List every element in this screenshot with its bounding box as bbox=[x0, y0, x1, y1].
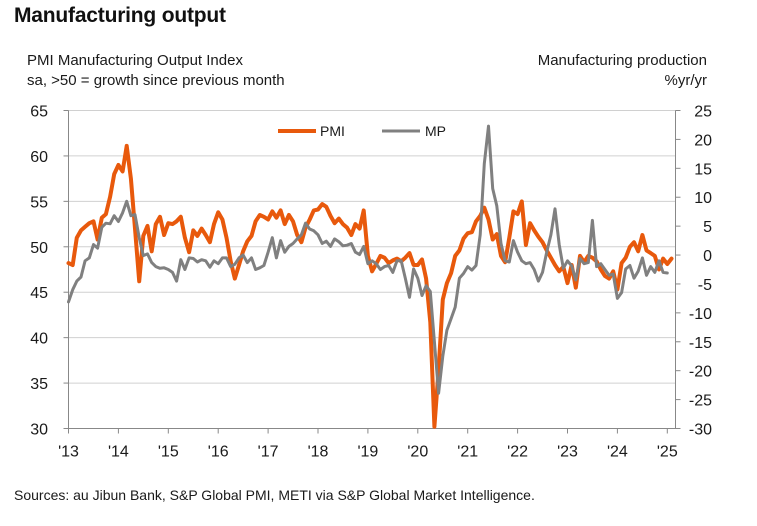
left-axis-title: PMI Manufacturing Output Index sa, >50 =… bbox=[27, 51, 285, 91]
left-tick-label: 40 bbox=[30, 331, 48, 348]
left-tick-label: 50 bbox=[30, 240, 48, 257]
left-axis-title-line2: sa, >50 = growth since previous month bbox=[27, 72, 285, 89]
right-tick-label: 0 bbox=[703, 248, 712, 265]
right-tick-label: 20 bbox=[694, 132, 712, 149]
left-axis-ticks: 65 60 55 50 45 40 35 30 bbox=[30, 104, 69, 439]
right-tick-label: -5 bbox=[698, 277, 712, 294]
axes bbox=[68, 110, 676, 429]
source-note: Sources: au Jibun Bank, S&P Global PMI, … bbox=[14, 487, 535, 503]
right-tick-label: 15 bbox=[694, 161, 712, 178]
x-tick-label: '20 bbox=[407, 444, 428, 461]
left-axis-title-line1: PMI Manufacturing Output Index bbox=[27, 52, 243, 69]
x-tick-label: '22 bbox=[507, 444, 528, 461]
series-line-pmi bbox=[66, 143, 674, 429]
right-tick-label: 25 bbox=[694, 104, 712, 121]
left-tick-label: 45 bbox=[30, 285, 48, 302]
left-tick-label: 65 bbox=[30, 104, 48, 121]
x-tick-label: '15 bbox=[158, 444, 179, 461]
left-tick-label: 60 bbox=[30, 149, 48, 166]
right-axis-title: Manufacturing production %yr/yr bbox=[538, 51, 707, 91]
right-tick-label: -15 bbox=[689, 335, 712, 352]
x-tick-label: '21 bbox=[457, 444, 478, 461]
gridlines bbox=[68, 110, 676, 384]
right-tick-label: -20 bbox=[689, 364, 712, 381]
right-axis-title-line1: Manufacturing production bbox=[537, 52, 707, 69]
x-axis-ticks: '13 '14 '15 '16 '17 '18 '19 '20 '21 '22 '23 '24 '25 bbox=[58, 428, 678, 461]
right-axis-title-line2: %yr/yr bbox=[664, 72, 708, 89]
x-tick-label: '14 bbox=[108, 444, 129, 461]
series-line-mp bbox=[67, 124, 669, 395]
right-axis-ticks: 25 20 15 10 5 0 -5 -10 -15 -20 -25 -30 bbox=[675, 104, 712, 439]
series-lines bbox=[66, 124, 674, 429]
x-tick-label: '18 bbox=[308, 444, 329, 461]
right-tick-label: -30 bbox=[689, 422, 712, 439]
legend: PMI MP bbox=[278, 123, 446, 139]
x-tick-label: '25 bbox=[657, 444, 678, 461]
right-tick-label: -25 bbox=[689, 393, 712, 410]
legend-label-pmi: PMI bbox=[320, 123, 345, 139]
left-tick-label: 30 bbox=[30, 422, 48, 439]
x-tick-label: '19 bbox=[357, 444, 378, 461]
right-tick-label: 5 bbox=[703, 219, 712, 236]
right-tick-label: -10 bbox=[689, 306, 712, 323]
right-tick-label: 10 bbox=[694, 190, 712, 207]
left-tick-label: 35 bbox=[30, 376, 48, 393]
x-tick-label: '24 bbox=[607, 444, 628, 461]
x-tick-label: '13 bbox=[58, 444, 79, 461]
chart-title: Manufacturing output bbox=[14, 4, 226, 27]
x-tick-label: '16 bbox=[208, 444, 229, 461]
left-tick-label: 55 bbox=[30, 194, 48, 211]
legend-label-mp: MP bbox=[425, 123, 446, 139]
x-tick-label: '17 bbox=[258, 444, 279, 461]
x-tick-label: '23 bbox=[557, 444, 578, 461]
